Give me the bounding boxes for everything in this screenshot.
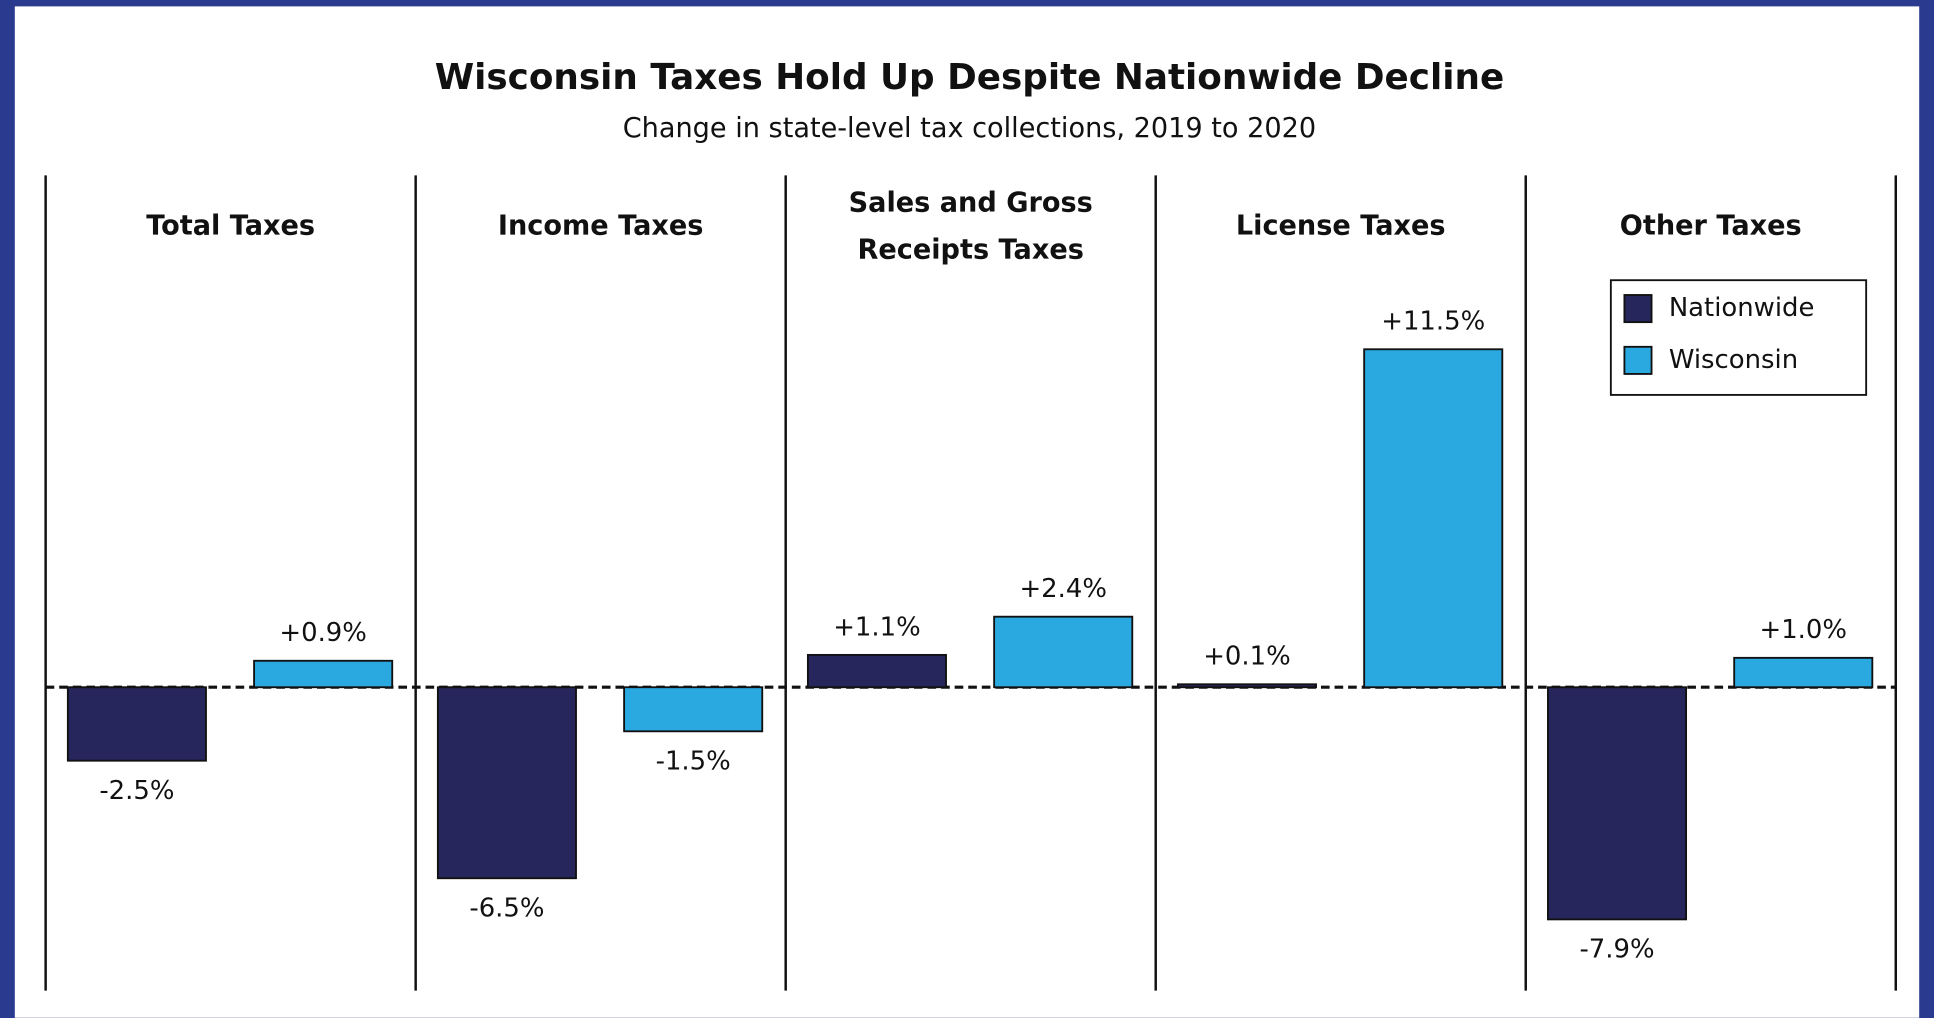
legend-label: Nationwide — [1669, 293, 1815, 323]
bar — [623, 686, 764, 733]
data-label: -7.9% — [1579, 935, 1654, 965]
bar — [436, 686, 577, 880]
legend-label: Wisconsin — [1669, 345, 1798, 375]
category-label: Total Taxes — [146, 211, 315, 242]
legend-swatch — [1623, 294, 1653, 324]
data-label: +2.4% — [1019, 574, 1106, 604]
data-label: +0.1% — [1203, 642, 1290, 672]
bar — [1547, 686, 1688, 921]
chart-title: Wisconsin Taxes Hold Up Despite Nationwi… — [435, 57, 1504, 98]
data-label: -6.5% — [469, 894, 544, 924]
category-label: Other Taxes — [1620, 211, 1802, 242]
bar — [1733, 656, 1874, 689]
legend-box — [1609, 279, 1868, 396]
data-label: -1.5% — [656, 747, 731, 777]
chart-subtitle: Change in state-level tax collections, 2… — [623, 113, 1316, 144]
bar — [1363, 348, 1504, 689]
bar — [993, 615, 1134, 689]
bar — [1176, 683, 1317, 689]
category-label: Income Taxes — [498, 211, 704, 242]
legend: Nationwide Wisconsin — [1609, 279, 1868, 396]
data-label: +0.9% — [279, 618, 366, 648]
bar — [806, 653, 947, 689]
category-label: Sales and Gross Receipts Taxes — [849, 187, 1093, 265]
data-label: +1.1% — [833, 612, 920, 642]
bar — [253, 659, 394, 689]
data-label: +1.0% — [1760, 615, 1847, 645]
data-label: -2.5% — [99, 776, 174, 806]
legend-swatch — [1623, 345, 1653, 375]
category-label: License Taxes — [1236, 211, 1446, 242]
data-label: +11.5% — [1381, 307, 1485, 337]
bar — [66, 686, 207, 762]
